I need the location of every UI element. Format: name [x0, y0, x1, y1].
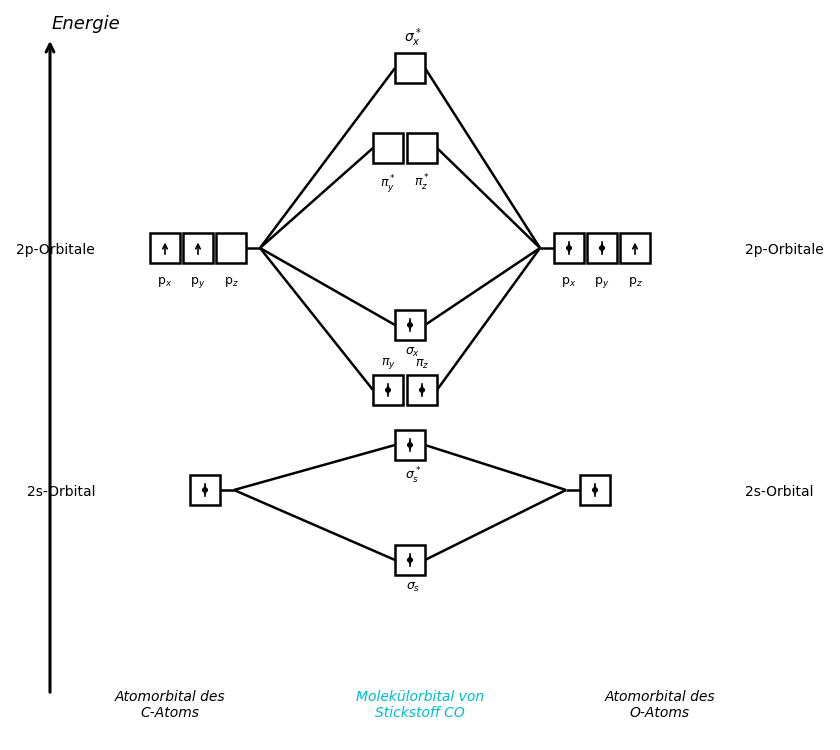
Text: p$_x$: p$_x$: [561, 275, 576, 289]
Text: $\pi_y^*$: $\pi_y^*$: [380, 173, 396, 195]
Text: p$_x$: p$_x$: [157, 275, 173, 289]
Bar: [395, 310, 425, 340]
Bar: [373, 375, 403, 405]
Bar: [407, 375, 437, 405]
Bar: [395, 53, 425, 83]
Bar: [554, 233, 584, 263]
Text: Energie: Energie: [52, 15, 121, 33]
Text: p$_y$: p$_y$: [191, 275, 206, 290]
Bar: [373, 133, 403, 163]
Bar: [580, 475, 610, 505]
Text: 2p-Orbitale: 2p-Orbitale: [16, 243, 95, 257]
Text: $\sigma_s$: $\sigma_s$: [406, 581, 420, 594]
Text: Atomorbital des
C-Atoms: Atomorbital des C-Atoms: [115, 690, 225, 720]
Bar: [183, 233, 213, 263]
Text: p$_z$: p$_z$: [627, 275, 643, 289]
Text: $\pi_z$: $\pi_z$: [415, 358, 429, 371]
Text: p$_y$: p$_y$: [595, 275, 610, 290]
Text: $\sigma_x$: $\sigma_x$: [406, 346, 421, 359]
Bar: [407, 133, 437, 163]
Text: p$_z$: p$_z$: [223, 275, 239, 289]
Bar: [587, 233, 617, 263]
Text: Molekülorbital von
Stickstoff CO: Molekülorbital von Stickstoff CO: [356, 690, 484, 720]
Text: $\pi_z^*$: $\pi_z^*$: [414, 173, 430, 193]
Bar: [395, 545, 425, 575]
Bar: [395, 430, 425, 460]
Text: $\sigma_x^*$: $\sigma_x^*$: [404, 26, 422, 49]
Text: 2s-Orbital: 2s-Orbital: [27, 485, 95, 499]
Bar: [150, 233, 180, 263]
Text: Atomorbital des
O-Atoms: Atomorbital des O-Atoms: [605, 690, 716, 720]
Text: $\pi_y$: $\pi_y$: [381, 356, 396, 371]
Text: 2s-Orbital: 2s-Orbital: [745, 485, 813, 499]
Text: 2p-Orbitale: 2p-Orbitale: [745, 243, 824, 257]
Bar: [620, 233, 650, 263]
Text: $\sigma_s^*$: $\sigma_s^*$: [405, 466, 421, 486]
Bar: [216, 233, 246, 263]
Bar: [190, 475, 220, 505]
